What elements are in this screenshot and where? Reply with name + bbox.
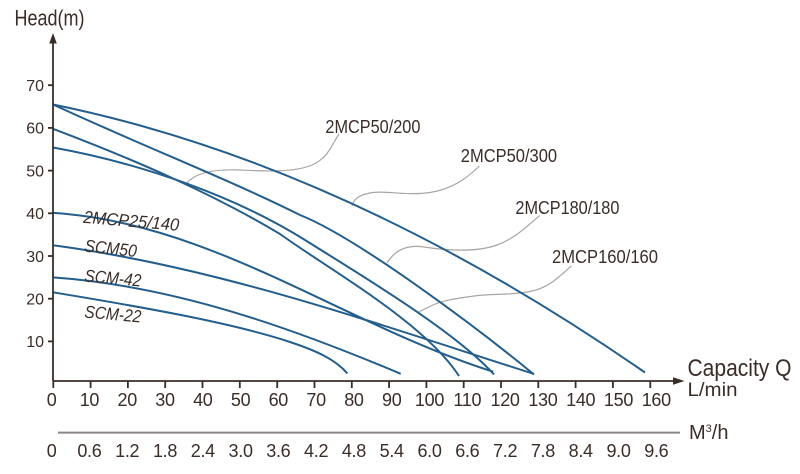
svg-text:40: 40 xyxy=(193,390,213,410)
svg-text:20: 20 xyxy=(117,390,137,410)
svg-text:1.8: 1.8 xyxy=(153,441,177,461)
svg-text:9.0: 9.0 xyxy=(606,441,630,461)
svg-text:20: 20 xyxy=(26,292,44,309)
svg-text:90: 90 xyxy=(382,390,402,410)
svg-text:140: 140 xyxy=(566,390,595,410)
svg-text:100: 100 xyxy=(415,390,444,410)
svg-text:M3/h: M3/h xyxy=(689,422,728,444)
svg-text:10: 10 xyxy=(80,390,100,410)
svg-text:10: 10 xyxy=(26,334,44,351)
svg-text:40: 40 xyxy=(26,206,44,223)
svg-text:0.6: 0.6 xyxy=(77,441,101,461)
svg-text:4.8: 4.8 xyxy=(342,441,366,461)
svg-text:8.4: 8.4 xyxy=(569,441,593,461)
svg-text:5.4: 5.4 xyxy=(380,441,404,461)
svg-text:30: 30 xyxy=(155,390,175,410)
svg-text:Head(m): Head(m) xyxy=(15,6,85,31)
svg-text:0: 0 xyxy=(47,441,57,461)
svg-text:7.2: 7.2 xyxy=(493,441,517,461)
svg-text:2.4: 2.4 xyxy=(191,441,215,461)
svg-text:9.6: 9.6 xyxy=(644,441,668,461)
svg-text:2MCP50/300: 2MCP50/300 xyxy=(461,146,557,166)
svg-text:70: 70 xyxy=(26,78,44,95)
svg-text:Capacity Q: Capacity Q xyxy=(688,355,792,382)
svg-text:2MCP160/160: 2MCP160/160 xyxy=(552,247,658,267)
svg-text:L/min: L/min xyxy=(688,380,738,401)
svg-text:3.0: 3.0 xyxy=(229,441,253,461)
svg-text:6.6: 6.6 xyxy=(455,441,479,461)
svg-text:1.2: 1.2 xyxy=(115,441,139,461)
svg-text:50: 50 xyxy=(26,163,44,180)
svg-text:3.6: 3.6 xyxy=(266,441,290,461)
svg-text:160: 160 xyxy=(642,390,671,410)
svg-text:SCM-22: SCM-22 xyxy=(84,302,143,327)
svg-text:7.8: 7.8 xyxy=(531,441,555,461)
svg-text:150: 150 xyxy=(604,390,633,410)
svg-text:50: 50 xyxy=(231,390,251,410)
svg-text:2MCP50/200: 2MCP50/200 xyxy=(325,117,420,137)
svg-text:80: 80 xyxy=(344,390,364,410)
svg-text:6.0: 6.0 xyxy=(417,441,441,461)
svg-text:110: 110 xyxy=(453,390,481,410)
svg-text:2MCP180/180: 2MCP180/180 xyxy=(515,198,619,218)
svg-text:30: 30 xyxy=(26,249,44,266)
svg-text:120: 120 xyxy=(491,390,520,410)
svg-text:130: 130 xyxy=(528,390,557,410)
svg-text:60: 60 xyxy=(269,390,289,410)
svg-text:4.2: 4.2 xyxy=(304,441,328,461)
svg-text:70: 70 xyxy=(306,390,326,410)
svg-text:SCM-42: SCM-42 xyxy=(84,266,143,291)
svg-text:60: 60 xyxy=(26,121,44,138)
svg-text:0: 0 xyxy=(47,390,57,410)
